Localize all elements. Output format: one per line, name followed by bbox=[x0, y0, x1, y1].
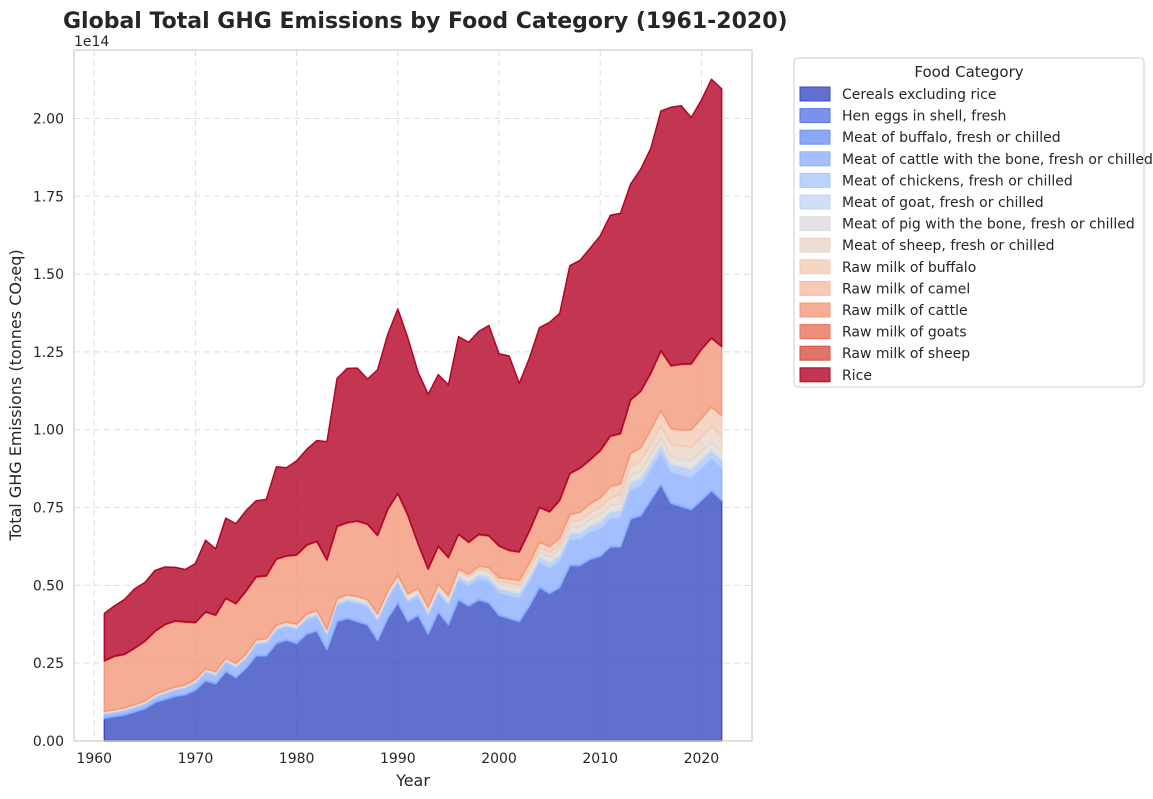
legend-label: Raw milk of goats bbox=[842, 325, 967, 341]
y-tick-label: 2.00 bbox=[33, 111, 64, 127]
legend: Food Category Cereals excluding rice Hen … bbox=[793, 57, 1153, 388]
y-axis-ticks: 0.00 0.25 0.50 0.75 1.00 1.25 1.50 1.75 2.00 bbox=[33, 111, 64, 750]
plot-area bbox=[73, 49, 753, 742]
legend-label: Cereals excluding rice bbox=[842, 87, 996, 103]
legend-swatch bbox=[799, 280, 831, 296]
plot-frame bbox=[73, 49, 753, 742]
y-axis-label: Total GHG Emissions (tonnes CO₂eq) bbox=[6, 249, 25, 541]
legend-swatch bbox=[799, 172, 831, 188]
x-tick-label: 2020 bbox=[684, 751, 720, 767]
legend-box bbox=[793, 57, 1145, 388]
legend-swatch bbox=[799, 237, 831, 253]
legend-label: Raw milk of sheep bbox=[842, 346, 970, 362]
legend-title: Food Category bbox=[914, 63, 1023, 81]
legend-items: Cereals excluding rice Hen eggs in shell,… bbox=[799, 86, 1153, 384]
x-tick-label: 1990 bbox=[380, 751, 416, 767]
chart-title: Global Total GHG Emissions by Food Categ… bbox=[63, 9, 788, 34]
legend-label: Meat of cattle with the bone, fresh or c… bbox=[842, 152, 1153, 168]
y-tick-label: 1.50 bbox=[33, 267, 64, 283]
legend-label: Meat of buffalo, fresh or chilled bbox=[842, 130, 1061, 146]
x-tick-label: 2010 bbox=[582, 751, 618, 767]
x-axis-ticks: 1960 1970 1980 1990 2000 2010 2020 bbox=[76, 751, 719, 767]
legend-label: Meat of pig with the bone, fresh or chil… bbox=[842, 217, 1135, 233]
legend-label: Meat of goat, fresh or chilled bbox=[842, 195, 1044, 211]
legend-swatch bbox=[799, 151, 831, 167]
legend-swatch bbox=[799, 194, 831, 210]
y-tick-label: 0.75 bbox=[33, 501, 64, 517]
legend-swatch bbox=[799, 324, 831, 340]
x-tick-label: 1970 bbox=[178, 751, 214, 767]
legend-swatch bbox=[799, 108, 831, 124]
y-offset-label: 1e14 bbox=[74, 34, 109, 50]
x-axis-label: Year bbox=[395, 771, 430, 790]
legend-label: Raw milk of camel bbox=[842, 281, 970, 297]
legend-swatch bbox=[799, 302, 831, 318]
y-tick-label: 0.50 bbox=[33, 578, 64, 594]
y-tick-label: 1.75 bbox=[33, 189, 64, 205]
legend-swatch bbox=[799, 86, 831, 102]
legend-swatch bbox=[799, 367, 831, 383]
x-tick-label: 2000 bbox=[481, 751, 517, 767]
area-series bbox=[103, 78, 723, 662]
y-tick-label: 0.25 bbox=[33, 656, 64, 672]
legend-label: Raw milk of cattle bbox=[842, 303, 968, 319]
legend-label: Meat of sheep, fresh or chilled bbox=[842, 238, 1054, 254]
legend-label: Rice bbox=[842, 368, 872, 384]
legend-swatch bbox=[799, 216, 831, 232]
legend-label: Hen eggs in shell, fresh bbox=[842, 109, 1006, 125]
legend-swatch bbox=[799, 345, 831, 361]
x-tick-label: 1980 bbox=[279, 751, 315, 767]
y-tick-label: 1.00 bbox=[33, 423, 64, 439]
y-tick-label: 0.00 bbox=[33, 734, 64, 750]
legend-label: Raw milk of buffalo bbox=[842, 260, 976, 276]
x-tick-label: 1960 bbox=[76, 751, 112, 767]
legend-swatch bbox=[799, 259, 831, 275]
y-tick-label: 1.25 bbox=[33, 345, 64, 361]
legend-label: Meat of chickens, fresh or chilled bbox=[842, 173, 1073, 189]
legend-swatch bbox=[799, 129, 831, 145]
